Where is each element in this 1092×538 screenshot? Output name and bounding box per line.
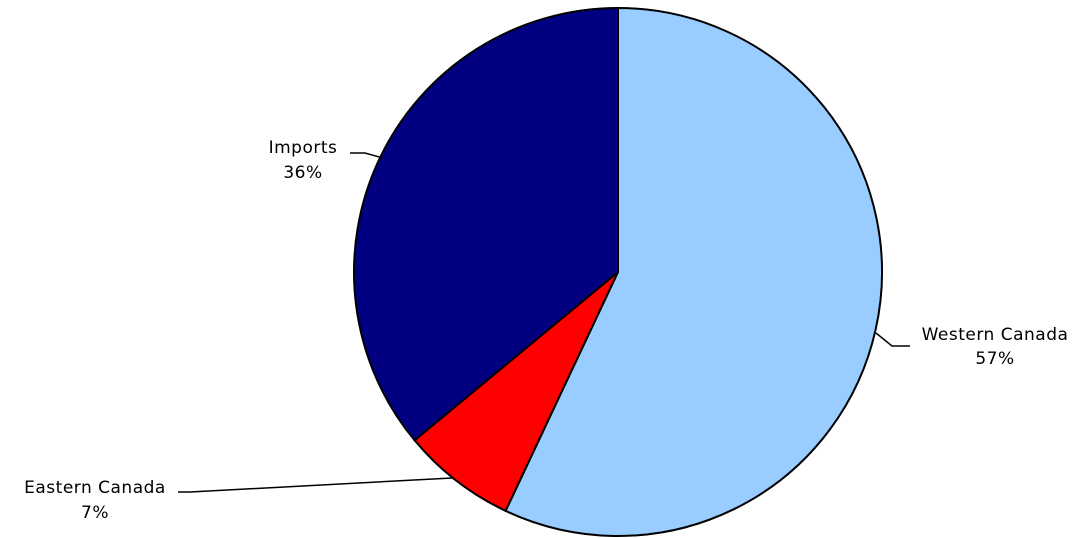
leader-line-eastern-canada	[178, 477, 453, 493]
pie-slice-western-canada	[504, 6, 883, 537]
leader-lines	[178, 152, 910, 493]
slice-labels: Western Canada 57% Eastern Canada 7% Imports…	[24, 138, 1068, 523]
pie-slice-eastern-canada	[413, 271, 619, 513]
slice-label-percent: 7%	[81, 503, 109, 523]
slice-label-name: Eastern Canada	[24, 478, 166, 498]
slice-label-name: Western Canada	[922, 325, 1069, 345]
leader-line-western-canada	[875, 332, 910, 347]
slice-label-name: Imports	[269, 138, 338, 158]
leader-line-imports	[350, 152, 384, 159]
slice-label-percent: 57%	[975, 349, 1014, 369]
pie-slices	[353, 6, 883, 537]
slice-label-percent: 36%	[283, 163, 322, 183]
pie-slice-imports	[353, 6, 619, 442]
